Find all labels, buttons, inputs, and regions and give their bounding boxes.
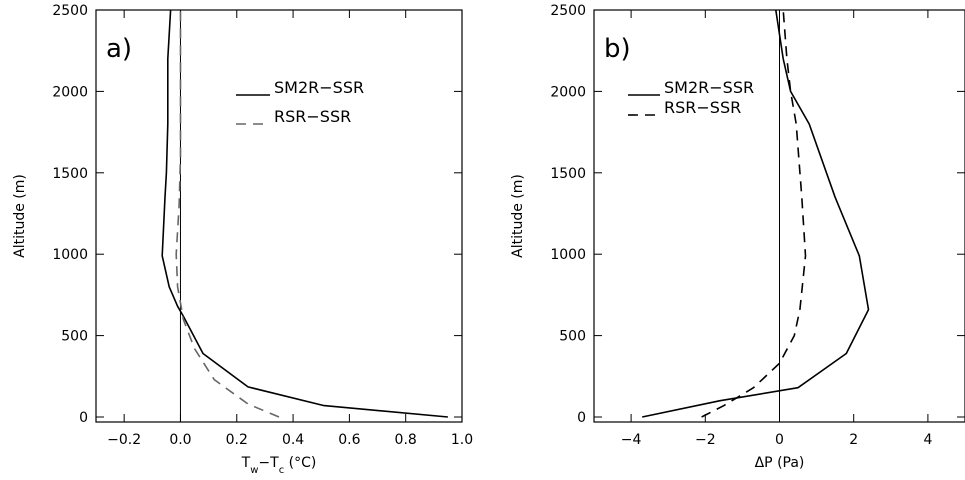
legend-label: RSR−SSR (274, 107, 351, 126)
panel-b-chart: −4 −2 0 2 4 0 500 1000 1500 2000 2500 Altitude (m) Δ… (510, 3, 965, 471)
x-tick-label: −4 (621, 432, 642, 448)
x-tick-label: 0.6 (338, 432, 360, 448)
x-axis-title-part: −T (258, 455, 279, 471)
plot-frame (95, 9, 463, 423)
y-tick-label: 500 (61, 329, 88, 345)
y-tick-label: 2500 (52, 3, 88, 19)
series-line-sm2r-ssr (642, 9, 870, 418)
x-tick-label: −0.2 (107, 432, 141, 448)
y-tick-label: 2000 (550, 84, 586, 100)
y-tick-label: 0 (79, 410, 88, 426)
x-tick-label: 0.0 (169, 432, 191, 448)
y-axis-title: Altitude (m) (12, 174, 28, 258)
y-tick-label: 500 (559, 329, 586, 345)
series-line-rsr-ssr (701, 9, 807, 418)
legend-label: SM2R−SSR (274, 78, 364, 97)
panel-label: a) (106, 34, 132, 64)
x-axis-title-part: T (241, 455, 251, 471)
x-axis-title-subscript: c (279, 465, 285, 476)
x-tick-label: 0.8 (395, 432, 417, 448)
x-tick-label: 0.4 (282, 432, 304, 448)
y-tick-label: 0 (577, 410, 586, 426)
x-axis-title: Tw−Tc (°C) (241, 455, 317, 476)
x-tick-label: 0.2 (226, 432, 248, 448)
panel-a-chart: −0.2 0.0 0.2 0.4 0.6 0.8 1.0 0 500 1000 1500 2000 25… (12, 3, 473, 476)
y-axis-title: Altitude (m) (510, 174, 526, 258)
y-tick-label: 2500 (550, 3, 586, 19)
series-line-sm2r-ssr (161, 9, 448, 418)
y-tick-label: 2000 (52, 84, 88, 100)
x-tick-label: 2 (849, 432, 858, 448)
y-tick-label: 1500 (550, 166, 586, 182)
x-axis-title-subscript: w (250, 465, 258, 476)
x-tick-label: 4 (923, 432, 932, 448)
x-tick-label: −2 (695, 432, 716, 448)
x-tick-label: 0 (775, 432, 784, 448)
y-tick-label: 1000 (550, 247, 586, 263)
panel-label: b) (604, 34, 631, 64)
series-line-rsr-ssr (175, 10, 280, 418)
y-tick-label: 1500 (52, 166, 88, 182)
x-axis-title-part: (°C) (284, 455, 316, 471)
legend-label: SM2R−SSR (664, 78, 754, 97)
x-tick-label: 1.0 (451, 432, 473, 448)
x-axis-title: ΔP (Pa) (755, 455, 805, 471)
legend-label: RSR−SSR (664, 98, 741, 117)
y-tick-label: 1000 (52, 247, 88, 263)
